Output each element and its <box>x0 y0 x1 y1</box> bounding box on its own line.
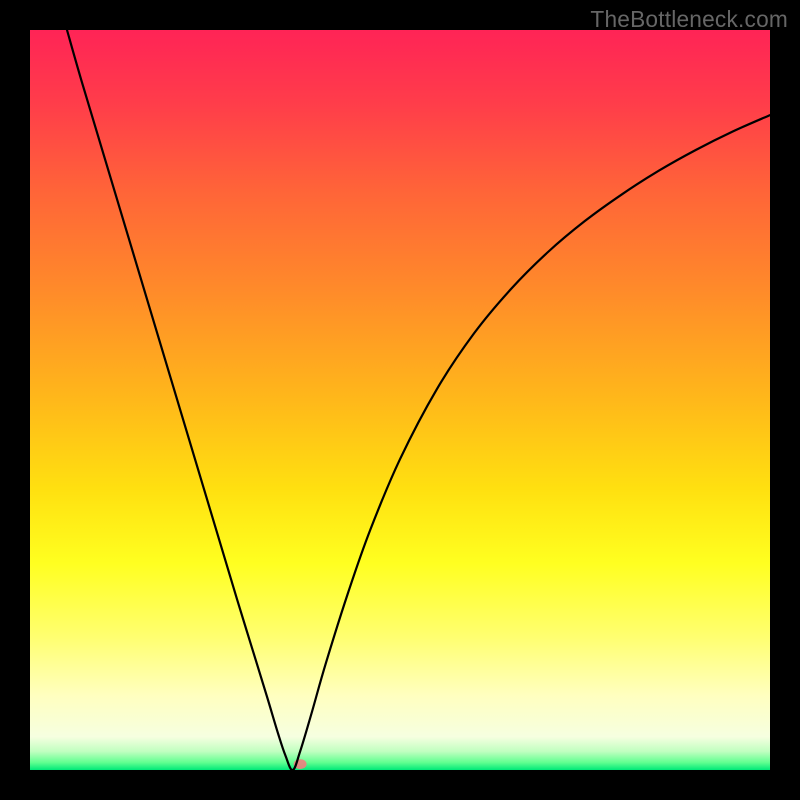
watermark-text: TheBottleneck.com <box>590 6 788 33</box>
bottleneck-chart: TheBottleneck.com <box>0 0 800 800</box>
chart-svg <box>0 0 800 800</box>
plot-background-gradient <box>30 30 770 770</box>
